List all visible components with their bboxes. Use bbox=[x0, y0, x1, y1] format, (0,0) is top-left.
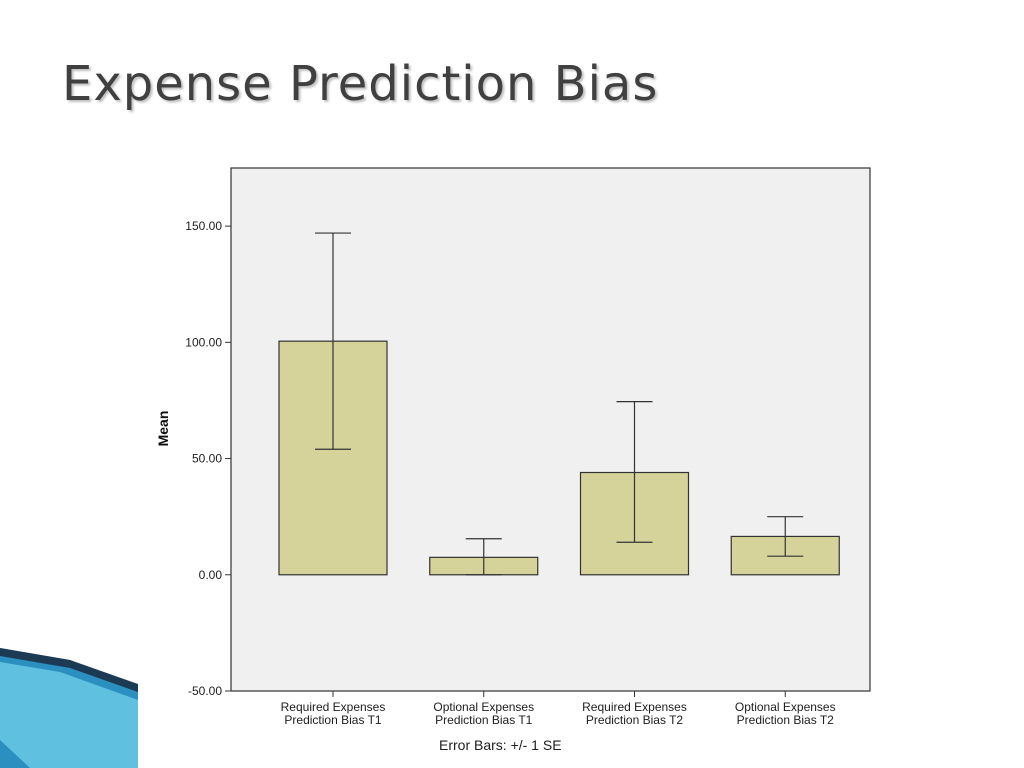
y-tick-label: 0.00 bbox=[199, 568, 223, 582]
y-tick-label: -50.00 bbox=[188, 684, 222, 698]
corner-shape-edge bbox=[0, 648, 138, 692]
x-tick-label: Optional Expenses Prediction Bias T1 bbox=[409, 701, 559, 727]
y-tick-label: 50.00 bbox=[192, 452, 222, 466]
x-tick-label-line: Prediction Bias T2 bbox=[585, 713, 684, 727]
x-tick-label-line: Required Expenses bbox=[582, 700, 687, 714]
x-tick-label-line: Optional Expenses bbox=[433, 700, 535, 714]
x-tick-label: Required Expenses Prediction Bias T2 bbox=[560, 701, 710, 727]
error-bars-footnote: Error Bars: +/- 1 SE bbox=[439, 737, 562, 753]
slide-title: Expense Prediction Bias bbox=[62, 56, 659, 112]
x-tick-label-line: Prediction Bias T1 bbox=[435, 713, 533, 727]
x-tick-label-line: Optional Expenses bbox=[734, 700, 836, 714]
x-tick-label: Optional Expenses Prediction Bias T2 bbox=[710, 701, 860, 727]
x-tick-label-line: Prediction Bias T2 bbox=[736, 713, 834, 727]
x-tick-label-line: Prediction Bias T1 bbox=[284, 713, 382, 727]
x-tick-label: Required Expenses Prediction Bias T1 bbox=[258, 701, 408, 727]
x-tick-label-line: Required Expenses bbox=[280, 700, 386, 714]
y-tick-label: 100.00 bbox=[185, 335, 222, 349]
corner-shape-highlight bbox=[0, 662, 138, 768]
y-axis-label: Mean bbox=[155, 411, 171, 447]
y-tick-label: 150.00 bbox=[185, 219, 222, 233]
